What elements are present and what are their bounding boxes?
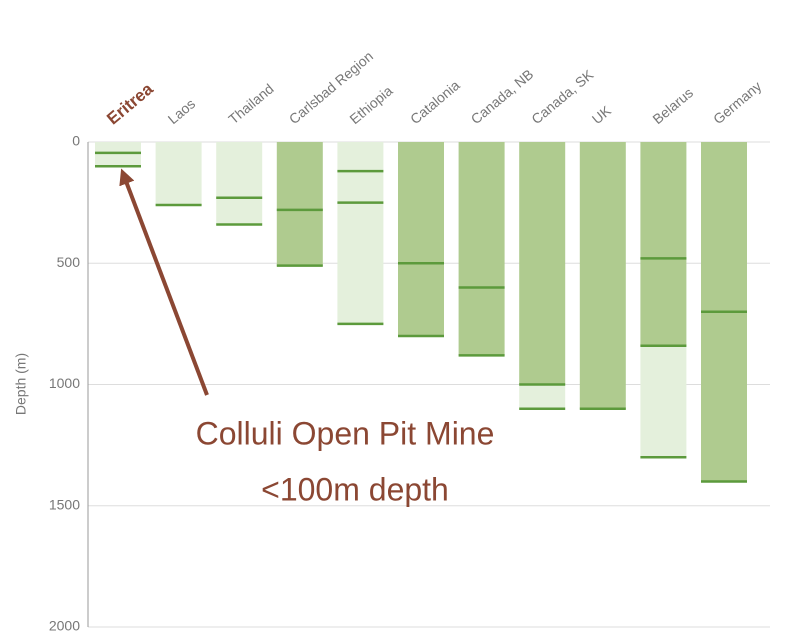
bar-segment bbox=[216, 142, 263, 225]
x-tick-label: Belarus bbox=[649, 84, 696, 127]
x-tick-label: Eritrea bbox=[103, 79, 157, 129]
bar-segment bbox=[640, 345, 687, 458]
bar-segment bbox=[276, 142, 323, 266]
x-tick-label: Ethiopia bbox=[346, 82, 395, 127]
y-axis-label: Depth (m) bbox=[13, 353, 29, 415]
x-tick-label: Laos bbox=[165, 95, 199, 127]
bar-segment bbox=[519, 142, 566, 385]
bar-segment bbox=[579, 142, 626, 409]
x-tick-label: Germany bbox=[710, 78, 764, 127]
x-tick-label: Canada, SK bbox=[528, 66, 597, 127]
bars bbox=[95, 142, 747, 483]
y-tick-label: 1500 bbox=[49, 496, 80, 512]
y-tick-label: 0 bbox=[72, 133, 80, 149]
x-tick-label: Canada, NB bbox=[468, 66, 537, 127]
annotation: <100m depth bbox=[261, 471, 449, 507]
bar-segment bbox=[155, 142, 202, 206]
bar-segment bbox=[458, 142, 505, 356]
annotation: Colluli Open Pit Mine bbox=[196, 415, 495, 451]
y-tick-label: 1000 bbox=[49, 375, 80, 391]
x-tick-label: UK bbox=[589, 102, 615, 127]
annotation-arrow bbox=[119, 168, 209, 396]
bar-segment bbox=[519, 384, 566, 409]
x-tick-label: Thailand bbox=[225, 80, 276, 127]
bar-segment bbox=[398, 142, 444, 336]
bar-segment bbox=[337, 142, 384, 324]
bar-segment bbox=[640, 142, 687, 346]
x-tick-label: Catalonia bbox=[407, 77, 463, 127]
y-tick-label: 500 bbox=[57, 254, 81, 270]
y-tick-label: 2000 bbox=[49, 618, 80, 634]
